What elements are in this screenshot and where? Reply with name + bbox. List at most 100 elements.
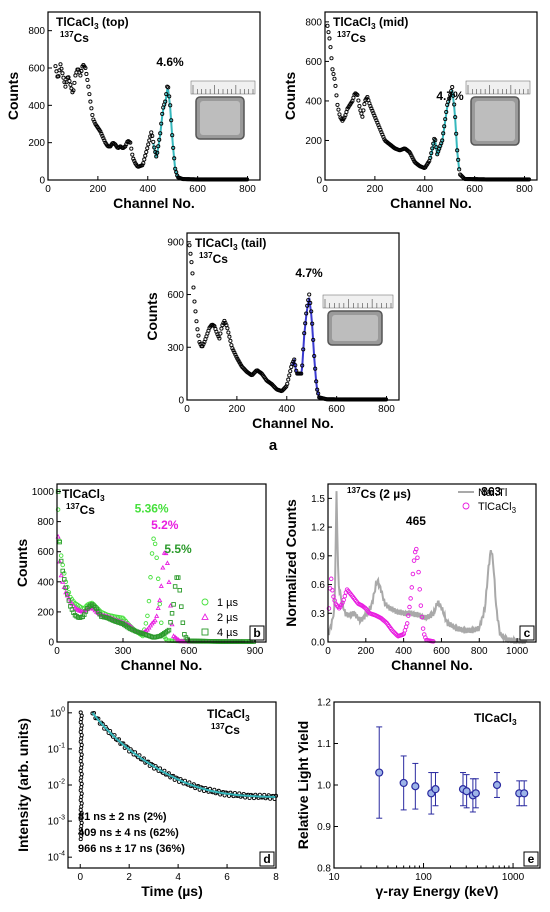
data-point xyxy=(336,107,341,112)
data-point xyxy=(433,138,438,143)
peak-channel-label: 465 xyxy=(406,514,426,528)
y-tick-label: 10-4 xyxy=(48,851,65,864)
data-point xyxy=(148,134,153,139)
data-point xyxy=(169,118,174,123)
y-tick-label: 0 xyxy=(316,176,322,187)
y-tick-label: 1.2 xyxy=(317,698,331,709)
data-point xyxy=(360,114,365,119)
data-point xyxy=(330,588,335,593)
y-tick-label: 400 xyxy=(305,96,322,107)
data-point xyxy=(447,96,452,101)
y-tick-label: 0.9 xyxy=(317,822,331,833)
data-point xyxy=(144,626,150,632)
y-tick-label: 0 xyxy=(48,638,54,649)
data-point xyxy=(326,30,331,35)
panel-letter: c xyxy=(524,626,531,640)
data-point xyxy=(390,628,395,633)
y-tick-label: 0.0 xyxy=(311,638,325,649)
series-line xyxy=(327,491,528,645)
x-tick-label: 600 xyxy=(181,646,198,657)
y-tick-label: 600 xyxy=(305,57,322,68)
data-point xyxy=(300,363,305,368)
data-point xyxy=(454,131,459,136)
data-point xyxy=(79,723,84,728)
data-point xyxy=(444,109,449,115)
y-tick-label: 600 xyxy=(167,290,184,301)
data-point xyxy=(222,318,227,323)
data-point xyxy=(164,92,169,97)
legend-label: 4 µs xyxy=(217,627,239,639)
data-point xyxy=(78,759,83,764)
x-tick-label: 1000 xyxy=(506,646,529,657)
y-axis-label: Counts xyxy=(282,72,298,120)
crystal-highlight-icon xyxy=(475,101,515,141)
data-point xyxy=(78,778,83,783)
x-tick-label: 10 xyxy=(328,872,340,883)
data-point xyxy=(187,243,192,248)
data-point xyxy=(100,133,105,138)
panel-letter: e xyxy=(528,852,535,866)
data-point xyxy=(124,142,129,147)
x-tick-label: 0 xyxy=(322,184,328,195)
isotope-label: 137Cs xyxy=(337,30,366,45)
y-tick-label: 0.6 xyxy=(311,580,325,591)
data-point xyxy=(357,104,362,109)
data-point xyxy=(61,75,66,80)
panel-b-shaping-time: 0 300 600 900 0 200 400 600 800 1000 Channel No. Co… xyxy=(14,483,267,673)
data-point xyxy=(171,145,176,150)
data-point xyxy=(169,611,175,616)
legend-label: TlCaCl3 xyxy=(478,501,517,515)
data-point xyxy=(79,791,84,796)
data-point xyxy=(168,103,173,108)
data-point xyxy=(218,331,223,336)
data-point xyxy=(313,366,318,371)
data-point xyxy=(166,85,171,90)
plot-frame xyxy=(56,483,267,643)
data-point xyxy=(79,804,84,809)
data-point xyxy=(154,555,159,560)
data-point xyxy=(188,251,193,256)
data-point xyxy=(170,133,175,138)
chart-title: TlCaCl3 xyxy=(207,707,250,723)
x-tick-label: 400 xyxy=(278,404,295,415)
data-point xyxy=(417,587,422,592)
data-point xyxy=(64,592,70,598)
data-point xyxy=(292,357,297,362)
panel-d-decay: 0 2 4 6 8 10-4 10-3 10-2 10-1 100 Time (µs) Intensi… xyxy=(15,701,279,899)
data-point xyxy=(216,334,221,339)
data-point xyxy=(85,77,90,82)
data-point xyxy=(449,89,454,94)
data-point xyxy=(166,579,172,584)
data-point xyxy=(342,593,348,599)
x-tick-label: 0 xyxy=(325,646,331,657)
data-point xyxy=(307,292,312,297)
data-point xyxy=(219,326,224,331)
peak-resolution-label: 5.2% xyxy=(151,518,179,532)
data-point xyxy=(457,167,462,172)
data-point xyxy=(79,794,84,799)
data-point xyxy=(123,144,128,149)
data-point xyxy=(410,155,415,160)
data-point xyxy=(78,729,83,735)
data-point xyxy=(79,755,84,760)
data-point xyxy=(168,620,173,625)
data-point xyxy=(416,569,421,575)
data-point xyxy=(66,598,72,603)
fit-curve xyxy=(152,87,183,180)
data-point xyxy=(55,507,61,512)
data-point xyxy=(79,772,84,777)
y-axis-label: Counts xyxy=(5,72,21,120)
y-tick-label: 600 xyxy=(28,64,45,75)
data-point xyxy=(67,598,73,604)
data-point xyxy=(145,146,150,151)
data-point xyxy=(391,629,396,635)
data-point xyxy=(166,627,172,633)
data-point xyxy=(363,605,368,611)
data-point xyxy=(305,303,310,308)
x-tick-label: 2 xyxy=(126,872,132,883)
data-point xyxy=(67,79,72,84)
y-tick-label: 0.3 xyxy=(311,609,325,620)
data-point xyxy=(226,330,231,335)
data-point xyxy=(143,621,149,626)
y-tick-label: 1.5 xyxy=(311,494,325,505)
